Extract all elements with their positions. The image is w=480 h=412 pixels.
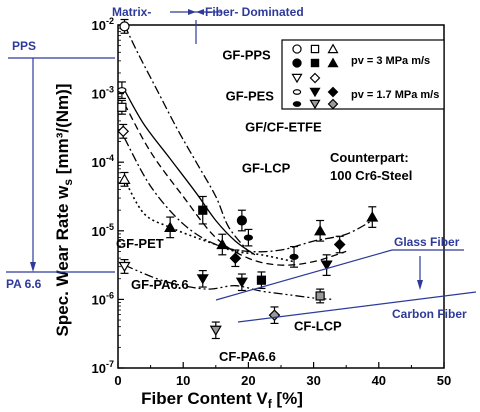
data-point-filled-triangle-down (235, 277, 248, 288)
pps-label: PPS (12, 39, 36, 53)
data-point-filled-triangle-down (320, 260, 333, 271)
x-tick-label: 0 (114, 373, 121, 388)
legend-symbol-grey-triangle-down (309, 99, 321, 110)
curve-gf-pes (123, 89, 256, 256)
data-point-filled-triangle (366, 211, 379, 222)
legend-symbol-filled-triangle-down (309, 87, 321, 98)
x-tick-label: 50 (437, 373, 451, 388)
curve-label: GF-LCP (242, 160, 291, 175)
x-tick-label: 20 (241, 373, 255, 388)
legend-box: pv = 3 MPa m/s pv = 1.7 MPa m/s (281, 39, 445, 110)
legend-symbol-open-circle (292, 44, 302, 54)
y-tick-label: 10-2 (92, 16, 114, 33)
x-tick-label: 10 (176, 373, 190, 388)
y-tick-label: 10-4 (92, 153, 114, 170)
curve-label: GF-PET (116, 236, 164, 251)
y-tick-label: 10-5 (92, 222, 114, 239)
data-point-filled-ellipse (243, 234, 253, 241)
legend-symbol-filled-triangle (327, 57, 339, 68)
pa66-label: PA 6.6 (6, 277, 42, 291)
data-point-filled-ellipse (289, 253, 299, 260)
y-tick-label: 10-6 (92, 290, 114, 307)
data-point-filled-square (198, 205, 208, 215)
curve-labels: GF-PPS GF-PES GF/CF-ETFE GF-LCP GF-PET GF-PA6… (116, 47, 342, 364)
axis-ticks: 0 10 20 30 40 50 10-7 10-6 10-5 10-4 10-3 10-2 (92, 16, 452, 388)
y-tick-label: 10-7 (92, 359, 114, 376)
curve-label: GF-PPS (222, 47, 271, 62)
data-point-filled-triangle (164, 221, 177, 232)
data-point-filled-diamond (229, 252, 242, 265)
legend-symbol-grey-diamond (327, 98, 339, 110)
legend-label-pv17: pv = 1.7 MPa m/s (351, 89, 439, 101)
data-point-open-square (117, 102, 127, 112)
data-point-open-triangle-down (118, 261, 131, 273)
curve-label: CF-PA6.6 (219, 349, 276, 364)
data-point-filled-square (256, 275, 267, 285)
data-point-grey-diamond (268, 309, 281, 322)
curve-label: GF-PES (226, 88, 275, 103)
legend-symbol-filled-square (310, 58, 320, 68)
legend-symbol-open-diamond (309, 72, 321, 84)
curve-gf-pa6-6 (124, 264, 334, 301)
legend-label-pv3: pv = 3 MPa m/s (351, 55, 430, 67)
data-point-open-circle (119, 21, 130, 32)
data-point-open-ellipse (117, 87, 127, 94)
legend-symbol-open-square (310, 44, 320, 54)
legend-symbol-open-triangle-down (291, 73, 303, 84)
data-point-filled-triangle (216, 238, 229, 250)
x-tick-label: 30 (306, 373, 320, 388)
counterpart-line-2: 100 Cr6-Steel (330, 168, 412, 183)
legend-symbol-filled-diamond (327, 86, 339, 98)
legend-symbol-filled-ellipse (292, 101, 302, 107)
fiber-dominated-label: Fiber- Dominated (205, 5, 304, 19)
data-point-filled-circle (236, 215, 247, 226)
x-tick-label: 40 (372, 373, 386, 388)
data-point-open-diamond (117, 125, 130, 138)
data-point-grey-square (315, 291, 325, 301)
data-point-filled-triangle-down (196, 274, 209, 285)
data-point-filled-triangle (314, 224, 327, 236)
glass-fiber-label: Glass Fiber (394, 235, 460, 249)
curve-label: GF-PA6.6 (131, 277, 189, 292)
legend-symbol-open-triangle (327, 43, 339, 54)
annotations: Matrix- Fiber- Dominated PPS PA 6.6 Glas… (6, 5, 477, 323)
carbon-fiber-label: Carbon Fiber (392, 307, 467, 321)
curve-label: CF-LCP (294, 318, 342, 333)
matrix-label: Matrix- (112, 5, 151, 19)
y-axis-title: Spec. Wear Rate ws [mm³/(Nm)] (53, 84, 75, 337)
legend-symbols (291, 43, 339, 110)
data-point-open-triangle (118, 173, 131, 184)
y-tick-label: 10-3 (92, 85, 114, 102)
counterpart-line-1: Counterpart: (330, 150, 409, 165)
data-point-filled-diamond (333, 238, 346, 251)
legend-symbol-open-ellipse (292, 89, 302, 95)
x-axis-title: Fiber Content Vf [%] (141, 389, 303, 411)
data-point-grey-triangle-down (209, 325, 222, 336)
data-points (117, 18, 379, 340)
legend-symbol-filled-circle (292, 58, 302, 68)
curve-label: GF/CF-ETFE (245, 119, 322, 134)
curve-gf-pps (123, 24, 249, 252)
